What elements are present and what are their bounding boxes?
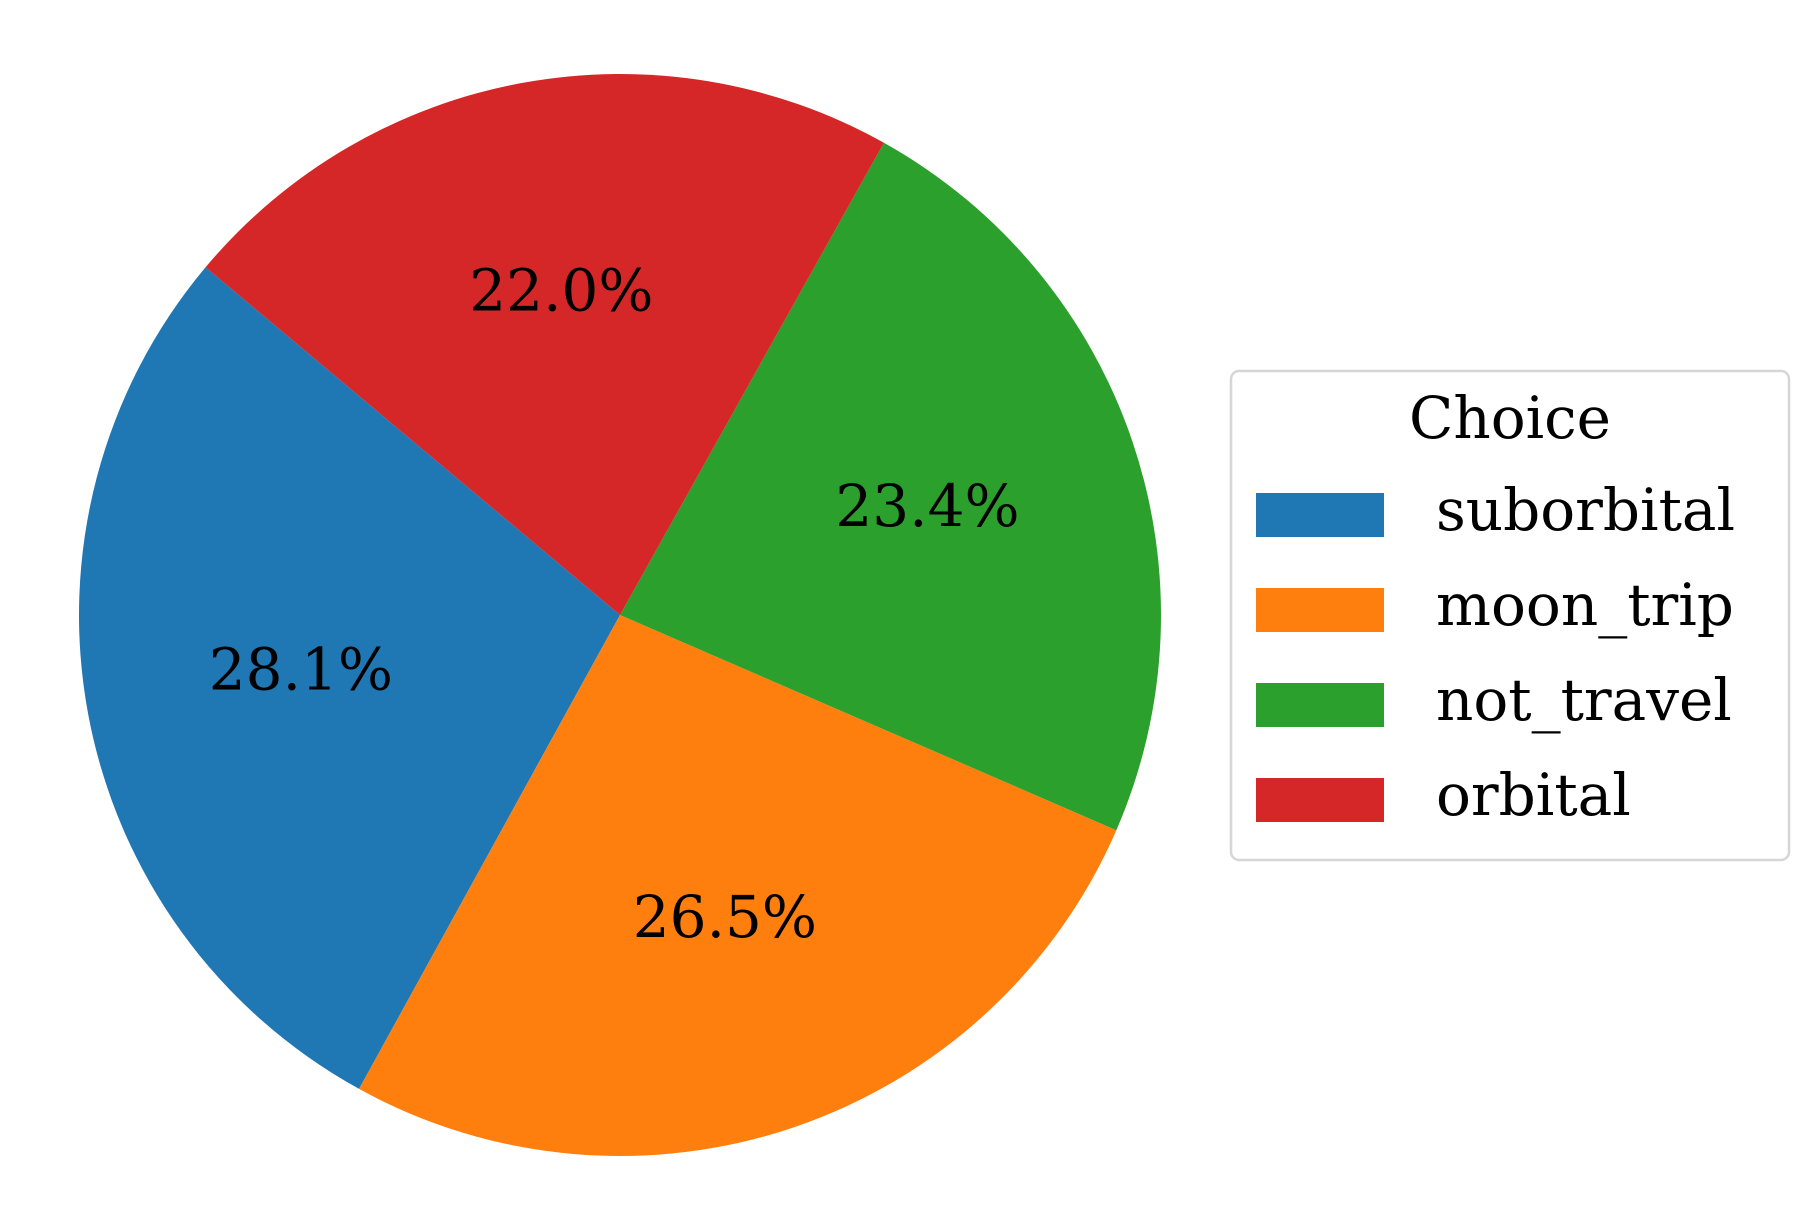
legend-label: not_travel [1436,666,1732,734]
legend-swatch [1256,493,1384,537]
slice-label: 28.1% [209,636,393,704]
legend-title: Choice [1409,384,1611,452]
slice-label: 26.5% [633,883,817,951]
legend-swatch [1256,683,1384,727]
pie-slice [359,615,1117,1157]
pie-slice [205,73,884,615]
slice-label: 23.4% [835,472,1019,540]
pie-slice [78,267,620,1089]
slice-label: 22.0% [469,257,653,325]
legend-label: suborbital [1436,476,1735,544]
legend-label: moon_trip [1436,571,1734,639]
legend-swatch [1256,778,1384,822]
legend-swatch [1256,588,1384,632]
legend-label: orbital [1436,761,1631,829]
pie-slice [620,142,1161,831]
